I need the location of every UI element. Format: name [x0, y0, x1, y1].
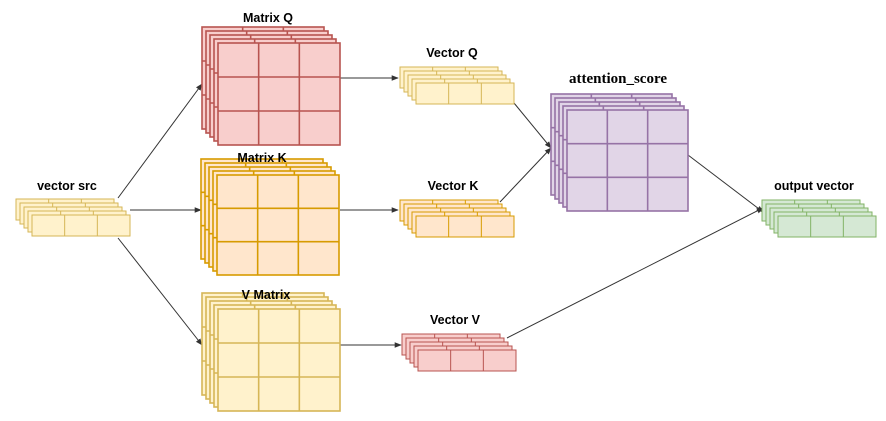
arrow-vector-k-to-attention — [499, 147, 552, 203]
arrow-src-to-matrix-v — [117, 237, 203, 346]
matrix-k-stack-layer — [216, 174, 340, 276]
vector-k-label: Vector K — [428, 179, 479, 193]
arrow-attention-to-output — [687, 154, 764, 213]
matrix-v-stack — [201, 292, 341, 412]
vector-src-stack-layer — [31, 214, 131, 237]
attention-score-stack-layer — [566, 109, 689, 212]
vector-q-stack — [399, 66, 515, 105]
vector-k-stack-layer — [415, 215, 515, 238]
output-vector-label: output vector — [774, 179, 854, 193]
matrix-k-stack — [200, 158, 340, 276]
vector-v-stack — [401, 333, 517, 372]
arrow-vector-v-to-output — [506, 207, 764, 339]
vector-src-label: vector src — [37, 179, 97, 193]
matrix-k-label: Matrix K — [237, 151, 286, 165]
attention-score-label: attention_score — [569, 71, 667, 87]
vector-v-stack-layer — [417, 349, 517, 372]
vector-q-label: Vector Q — [426, 46, 478, 60]
matrix-v-label: V Matrix — [242, 288, 291, 302]
arrow-src-to-matrix-q — [117, 83, 203, 199]
matrix-shapes — [15, 26, 877, 412]
output-vector-stack — [761, 199, 877, 238]
vector-q-stack-layer — [415, 82, 515, 105]
matrix-q-label: Matrix Q — [243, 11, 293, 25]
output-vector-stack-layer — [777, 215, 877, 238]
matrix-q-stack — [201, 26, 341, 146]
vector-v-label: Vector V — [430, 313, 481, 327]
connector-arrows — [117, 75, 764, 348]
arrow-vector-q-to-attention — [513, 102, 552, 149]
matrix-v-stack-layer — [217, 308, 341, 412]
vector-k-stack — [399, 199, 515, 238]
vector-src-stack — [15, 198, 131, 237]
matrix-q-stack-layer — [217, 42, 341, 146]
attention-score-stack — [550, 93, 689, 212]
